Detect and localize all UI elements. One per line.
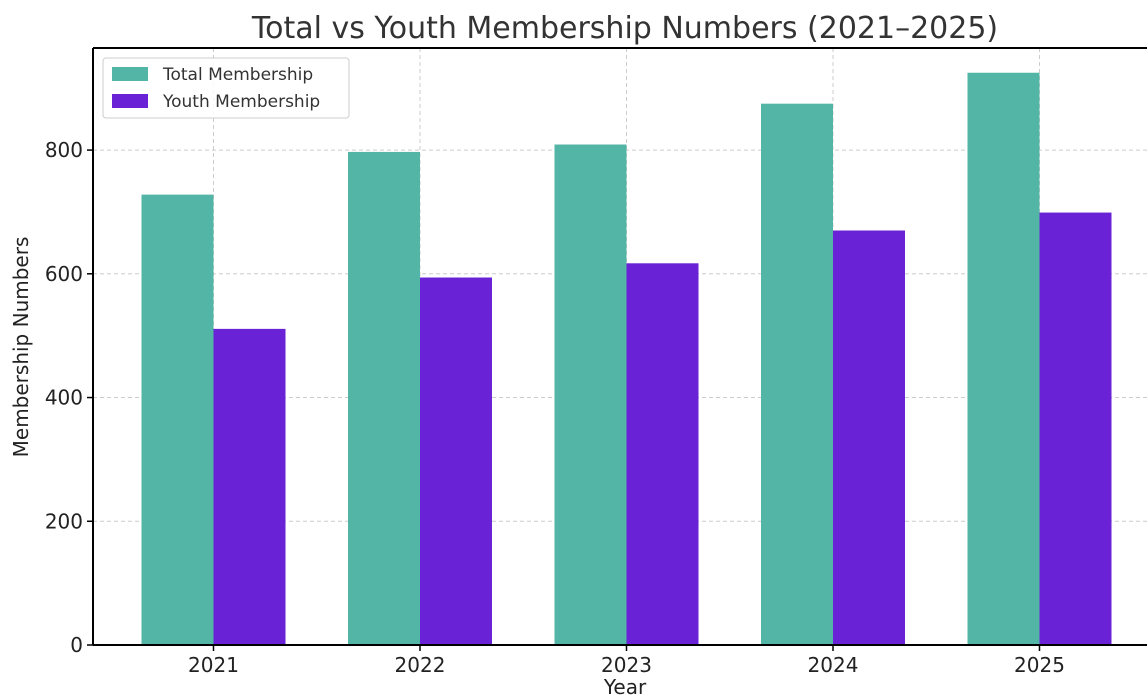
legend-label: Youth Membership xyxy=(162,92,320,112)
y-axis-label: Membership Numbers xyxy=(9,237,33,458)
legend-swatch xyxy=(112,67,148,81)
bar-youth-2021 xyxy=(213,328,286,645)
x-axis-label: Year xyxy=(603,675,647,695)
bar-youth-2023 xyxy=(626,263,699,645)
x-tick-label: 2021 xyxy=(188,653,239,677)
x-tick-label: 2024 xyxy=(808,653,859,677)
bar-total-2022 xyxy=(348,151,420,645)
legend-swatch xyxy=(112,94,148,108)
legend-label: Total Membership xyxy=(162,65,313,85)
bar-total-2023 xyxy=(554,144,627,646)
bar-total-2021 xyxy=(141,194,214,645)
x-tick-label: 2023 xyxy=(601,653,652,677)
axes xyxy=(92,47,1147,646)
bars xyxy=(141,72,1112,646)
ticks: 0 200 400 600 800 2021 2022 2023 2024 2025 xyxy=(45,138,1065,677)
bar-youth-2024 xyxy=(833,230,905,645)
y-tick-label: 800 xyxy=(45,138,83,162)
x-tick-label: 2025 xyxy=(1014,653,1065,677)
y-tick-label: 400 xyxy=(45,386,83,410)
bar-youth-2025 xyxy=(1039,212,1112,646)
bar-youth-2022 xyxy=(420,277,492,645)
x-tick-label: 2022 xyxy=(395,653,446,677)
legend-box xyxy=(102,57,350,119)
y-tick-label: 0 xyxy=(70,633,83,657)
y-tick-label: 200 xyxy=(45,509,83,533)
bar-total-2024 xyxy=(761,103,833,645)
bar-total-2025 xyxy=(967,72,1040,646)
y-tick-label: 600 xyxy=(45,262,83,286)
legend: Total Membership Youth Membership xyxy=(102,57,350,119)
chart-title: Total vs Youth Membership Numbers (2021–… xyxy=(251,11,998,46)
